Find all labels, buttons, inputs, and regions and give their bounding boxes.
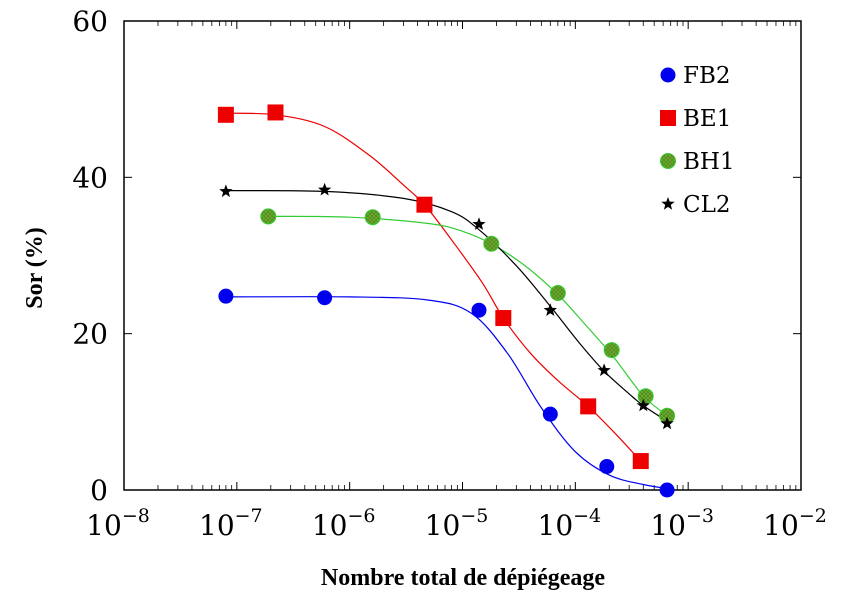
fit-curves	[225, 112, 668, 489]
point-be1	[632, 453, 649, 470]
point-bh1	[260, 208, 277, 225]
point-fb2	[659, 482, 675, 498]
point-cl2	[318, 182, 332, 196]
x-tick-label: 10−7	[199, 505, 263, 542]
fit-curve-bh1	[268, 215, 668, 417]
legend-marker-cl2	[661, 197, 675, 210]
y-axis-title: Sor (%)	[22, 227, 48, 309]
x-tick-labels: 10−8 10−7 10−6 10−5 10−4 10−3 10−2	[86, 505, 827, 542]
legend-marker-fb2	[660, 67, 676, 83]
point-fb2	[218, 288, 234, 304]
legend-marker-bh1	[660, 153, 676, 169]
x-tick-label: 10−3	[650, 505, 714, 542]
point-bh1	[549, 285, 566, 302]
legend: FB2 BE1 BH1 CL2	[660, 63, 735, 218]
point-bh1	[603, 342, 620, 359]
point-cl2	[660, 416, 674, 430]
y-tick-label: 20	[72, 318, 108, 351]
point-bh1	[364, 209, 381, 226]
legend-label-be1: BE1	[683, 106, 731, 132]
x-tick-label: 10−6	[312, 505, 376, 542]
y-tick-labels: 0 20 40 60	[72, 5, 108, 507]
y-tick-label: 60	[72, 5, 108, 38]
x-tick-label: 10−8	[86, 505, 150, 542]
legend-label-fb2: FB2	[683, 63, 731, 89]
data-markers	[217, 104, 676, 498]
legend-label-bh1: BH1	[683, 149, 735, 175]
point-be1	[580, 398, 597, 415]
point-cl2	[636, 398, 650, 412]
point-be1	[495, 310, 512, 327]
point-cl2	[597, 363, 611, 377]
fit-curve-cl2	[225, 189, 668, 422]
point-bh1	[483, 235, 500, 252]
x-tick-label: 10−2	[763, 505, 827, 542]
x-tick-label: 10−4	[538, 505, 602, 542]
point-fb2	[599, 459, 615, 475]
point-be1	[416, 196, 433, 213]
legend-marker-be1	[660, 110, 676, 126]
point-cl2	[543, 303, 557, 316]
x-axis-title: Nombre total de dépiégeage	[321, 565, 606, 591]
fit-curve-be1	[225, 112, 642, 462]
point-fb2	[317, 290, 333, 306]
point-bh1	[637, 388, 654, 405]
point-cl2	[219, 184, 233, 198]
point-cl2	[472, 217, 486, 230]
point-fb2	[471, 302, 487, 318]
y-tick-label: 40	[72, 161, 108, 194]
x-tick-label: 10−5	[425, 505, 489, 542]
point-be1	[217, 106, 234, 123]
fit-curve-fb2	[225, 296, 668, 489]
point-fb2	[542, 406, 558, 422]
y-tick-label: 0	[90, 474, 108, 507]
legend-label-cl2: CL2	[683, 192, 731, 218]
point-be1	[267, 104, 284, 121]
